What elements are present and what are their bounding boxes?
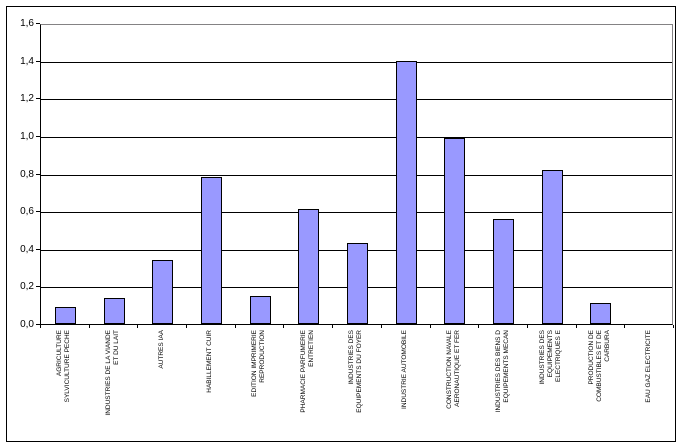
y-axis-tick	[36, 286, 40, 288]
y-axis-label: 1,2	[20, 93, 34, 105]
x-axis-tick	[430, 325, 431, 328]
y-axis-label: 0,8	[20, 168, 34, 180]
x-axis-tick	[283, 325, 284, 328]
category-label-cell: PRODUCTION DE COMBUSTIBLES ET DE CARBURA	[576, 329, 625, 447]
bar	[249, 296, 271, 324]
x-axis-tick	[576, 325, 577, 328]
bar	[347, 243, 368, 324]
bar	[590, 303, 612, 324]
y-axis-tick	[36, 135, 40, 137]
y-axis-tick	[36, 23, 40, 24]
bar	[200, 177, 222, 324]
y-axis-tick	[36, 324, 40, 325]
bar	[152, 260, 174, 324]
y-axis-tick	[36, 60, 40, 62]
category-label-cell: EDITION IMPRIMERIE REPRODUCTION	[235, 329, 284, 447]
x-axis-tick	[624, 325, 625, 328]
category-label: PRODUCTION DE COMBUSTIBLES ET DE CARBURA	[587, 330, 611, 402]
category-label-cell: INDUSTRIE AUTOMOBILE	[381, 329, 430, 447]
gridline	[41, 174, 672, 176]
category-label: CONSTRUCTION NAVALE AERONAUTIQUE ET FER	[445, 330, 461, 409]
y-axis-label: 1,4	[20, 55, 34, 67]
x-axis-tick	[478, 325, 479, 328]
bar	[103, 298, 125, 324]
category-label-cell: PHARMACIE PARFUMERIE ENTRETIEN	[283, 329, 332, 447]
category-label-cell: CONSTRUCTION NAVALE AERONAUTIQUE ET FER	[430, 329, 479, 447]
gridline	[41, 99, 672, 101]
category-label: INDUSTRIES DES EQUIPEMENTS ELECTRIQUES E	[539, 330, 563, 385]
y-axis-label: 0,4	[20, 243, 34, 255]
category-label: EAU GAZ ELECTRICITE	[644, 330, 652, 403]
category-label: INDUSTRIES DE LA VIANDE ET DU LAIT	[105, 330, 121, 416]
category-label-cell: AUTRES IAA	[137, 329, 186, 447]
category-label-cell: INDUSTRIES DES EQUIPEMENTS DU FOYER	[332, 329, 381, 447]
gridline	[41, 212, 672, 214]
category-label-cell: INDUSTRIES DES EQUIPEMENTS ELECTRIQUES E	[527, 329, 576, 447]
gridline	[41, 136, 672, 138]
category-label: PHARMACIE PARFUMERIE ENTRETIEN	[299, 330, 315, 413]
y-axis-tick	[36, 98, 40, 100]
y-axis-tick	[36, 248, 40, 250]
category-label-cell: HABILLEMENT CUIR	[186, 329, 235, 447]
category-label: AGRICULTURE SYLVICULTURE PECHE	[56, 330, 72, 403]
y-axis-label: 1,0	[20, 130, 34, 142]
bar	[298, 209, 320, 324]
x-axis-tick	[332, 325, 333, 328]
category-label: INDUSTRIE AUTOMOBILE	[401, 330, 409, 409]
bar	[395, 61, 417, 324]
x-axis-tick	[89, 325, 90, 328]
category-label: EDITION IMPRIMERIE REPRODUCTION	[251, 330, 267, 397]
y-axis-label: 0,0	[20, 319, 34, 330]
category-label: AUTRES IAA	[157, 330, 165, 369]
bar	[444, 138, 466, 324]
category-label-cell: EAU GAZ ELECTRICITE	[624, 329, 673, 447]
x-axis-labels: AGRICULTURE SYLVICULTURE PECHE INDUSTRIES…	[40, 329, 673, 447]
y-axis-label: 0,2	[20, 281, 34, 293]
y-axis-tick	[36, 211, 40, 213]
y-axis-tick	[36, 173, 40, 175]
y-axis-label: 1,6	[20, 18, 34, 29]
x-axis-tick	[235, 325, 236, 328]
chart-frame: AGRICULTURE SYLVICULTURE PECHE INDUSTRIES…	[6, 6, 676, 442]
category-label: HABILLEMENT CUIR	[206, 330, 214, 393]
category-label-cell: INDUSTRIES DES BIENS D EQUIPEMENTS MECAN	[478, 329, 527, 447]
x-axis-tick	[527, 325, 528, 328]
gridline	[41, 61, 672, 63]
plot-area	[40, 24, 673, 325]
x-axis-tick	[137, 325, 138, 328]
bar	[493, 219, 515, 324]
y-axis-label: 0,6	[20, 206, 34, 218]
category-label-cell: INDUSTRIES DE LA VIANDE ET DU LAIT	[89, 329, 138, 447]
x-axis-tick	[381, 325, 382, 328]
category-label: INDUSTRIES DES EQUIPEMENTS DU FOYER	[348, 330, 364, 413]
x-axis-tick	[40, 325, 41, 328]
bar	[54, 307, 76, 324]
category-label: INDUSTRIES DES BIENS D EQUIPEMENTS MECAN	[494, 330, 510, 413]
x-axis-tick	[673, 325, 674, 328]
category-label-cell: AGRICULTURE SYLVICULTURE PECHE	[40, 329, 89, 447]
bar	[541, 170, 563, 324]
x-axis-tick	[186, 325, 187, 328]
